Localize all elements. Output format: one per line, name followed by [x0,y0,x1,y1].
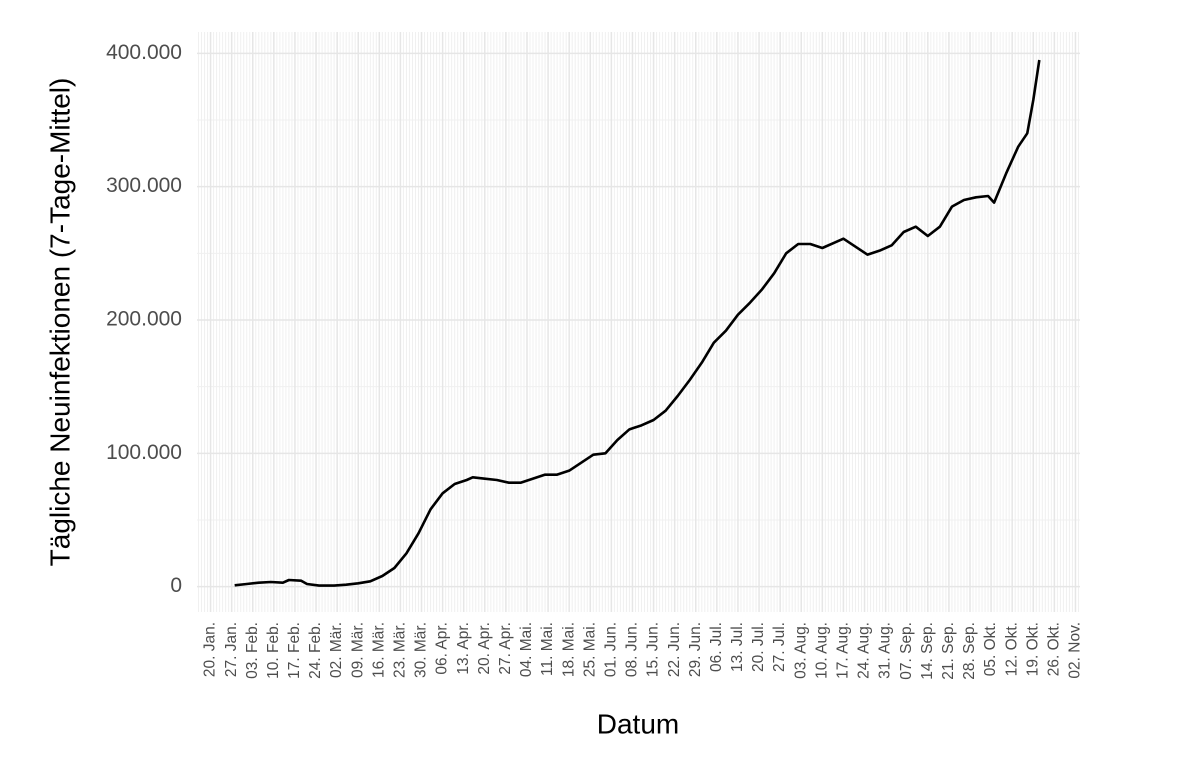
x-tick-label: 24. Feb. [307,622,324,679]
x-tick-label: 22. Jun. [666,622,683,677]
x-tick-label: 15. Jun. [645,622,662,677]
x-tick-label: 18. Mai. [560,622,577,677]
x-tick-label: 13. Apr. [455,622,472,675]
y-tick-label: 200.000 [106,308,182,331]
x-tick-label: 17. Feb. [286,622,303,679]
x-tick-label: 20. Jul. [750,622,767,672]
x-tick-label: 27. Jul. [771,622,788,672]
x-tick-label: 11. Mai. [539,622,556,676]
x-tick-label: 02. Mär. [328,622,345,678]
x-tick-label: 28. Sep. [961,622,978,680]
x-tick-label: 09. Mär. [349,622,366,678]
x-tick-label: 27. Jan. [223,622,240,677]
x-tick-label: 13. Jul. [729,622,746,672]
x-tick-label: 20. Jan. [202,622,219,677]
x-tick-label: 08. Jun. [624,622,641,677]
grid [197,32,1080,612]
y-axis-title: Tägliche Neuinfektionen (7-Tage-Mittel) [44,78,75,567]
y-tick-label: 400.000 [106,41,182,64]
x-tick-label: 10. Feb. [265,622,282,679]
x-tick-label: 05. Okt. [982,622,999,676]
x-tick-label: 25. Mai. [581,622,598,677]
x-tick-label: 10. Aug. [813,622,830,679]
x-tick-label: 16. Mär. [370,622,387,678]
x-tick-label: 20. Apr. [476,622,493,675]
x-tick-label: 06. Jul. [708,622,725,672]
x-axis-title: Datum [597,708,679,739]
y-tick-label: 300.000 [106,174,182,197]
y-tick-label: 0 [170,574,182,597]
x-tick-label: 07. Sep. [898,622,915,680]
x-tick-label: 23. Mär. [392,622,409,678]
x-tick-label: 01. Jun. [602,622,619,677]
x-tick-label: 21. Sep. [940,622,957,680]
x-tick-label: 17. Aug. [835,622,852,679]
x-tick-label: 03. Feb. [244,622,261,679]
x-tick-label: 29. Jun. [687,622,704,677]
x-tick-label: 03. Aug. [792,622,809,679]
x-tick-label: 02. Nov. [1067,622,1084,679]
x-tick-label: 12. Okt. [1003,622,1020,676]
x-tick-label: 31. Aug. [877,622,894,679]
x-tick-label: 24. Aug. [856,622,873,679]
x-tick-label: 27. Apr. [497,622,514,675]
x-tick-label: 14. Sep. [919,622,936,680]
x-tick-label: 06. Apr. [434,622,451,675]
x-tick-label: 26. Okt. [1045,622,1062,676]
line [234,59,1041,587]
x-tick-label: 19. Okt. [1024,622,1041,676]
x-tick-label: 04. Mai. [518,622,535,677]
y-tick-label: 100.000 [106,441,182,464]
x-tick-label: 30. Mär. [413,622,430,678]
